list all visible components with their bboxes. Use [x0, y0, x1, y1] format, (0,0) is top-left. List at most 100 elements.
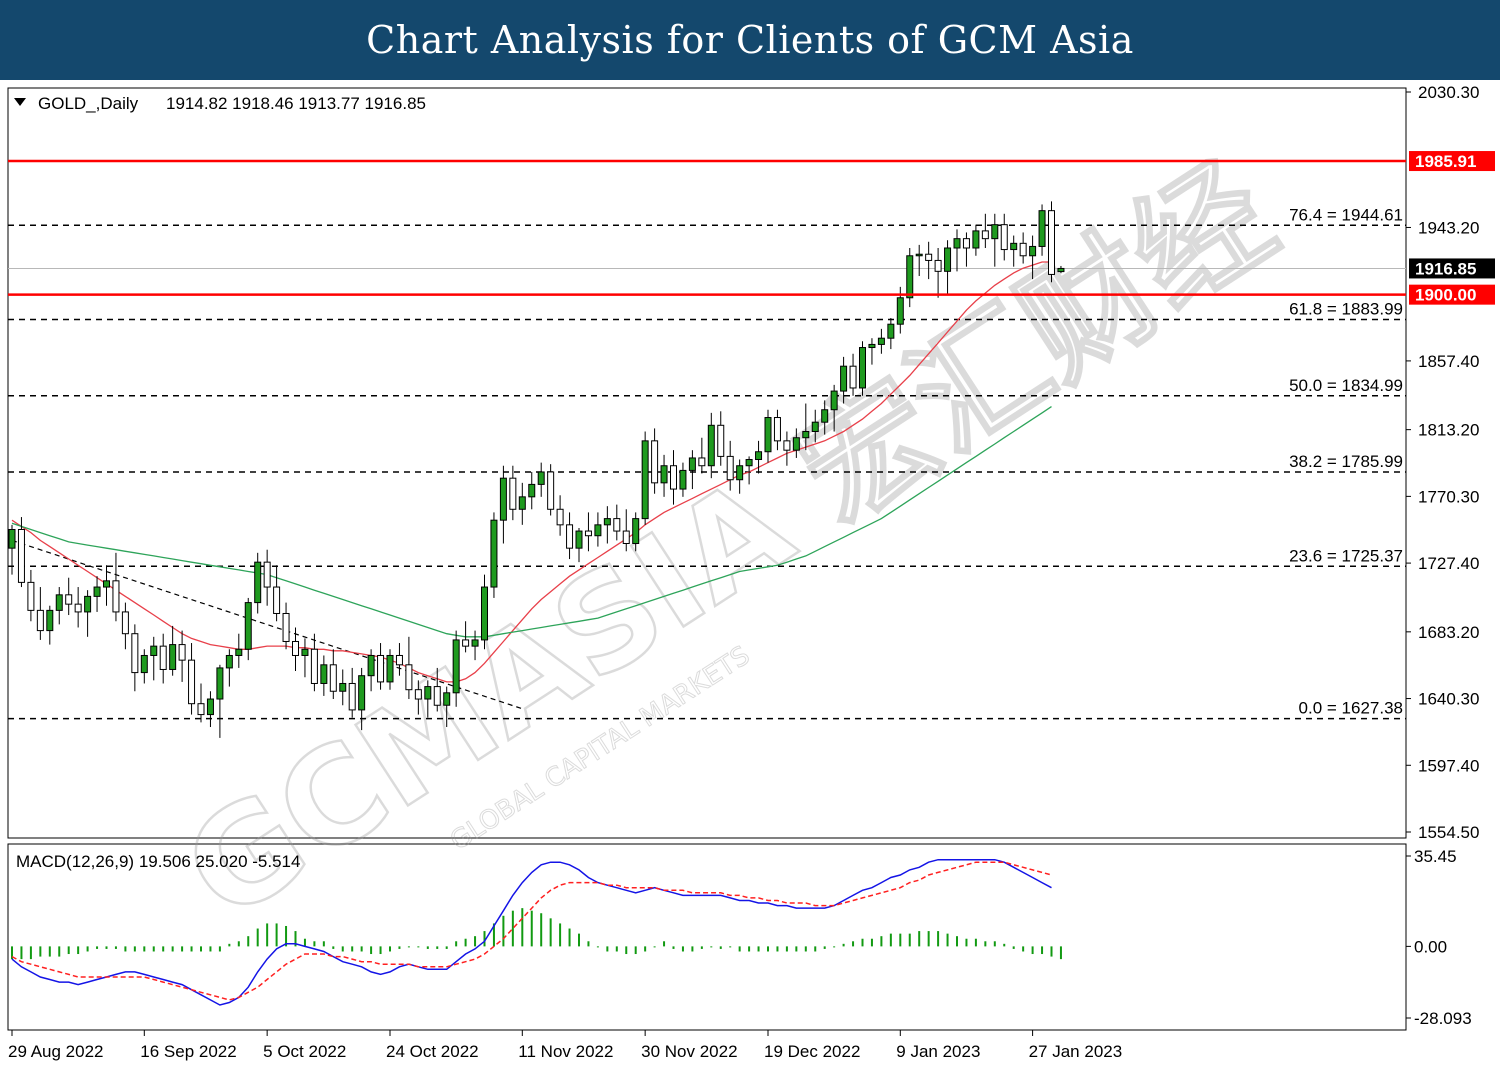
candle[interactable] [17, 517, 25, 588]
candle[interactable] [244, 597, 252, 661]
candle[interactable] [490, 512, 498, 598]
candle[interactable] [962, 232, 970, 267]
candle[interactable] [745, 456, 753, 485]
candle[interactable] [925, 241, 933, 280]
candle[interactable] [736, 459, 744, 494]
candle[interactable] [273, 565, 281, 622]
candle[interactable] [329, 649, 337, 700]
candle[interactable] [471, 630, 479, 661]
candle[interactable] [84, 590, 92, 637]
candle[interactable] [934, 247, 942, 298]
candle[interactable] [414, 680, 422, 715]
candle[interactable] [811, 409, 819, 443]
candle[interactable] [641, 431, 649, 525]
candle[interactable] [93, 576, 101, 612]
candle[interactable] [1019, 232, 1027, 264]
candle[interactable] [783, 431, 791, 466]
candle[interactable] [1029, 235, 1037, 280]
candle[interactable] [707, 412, 715, 479]
candle[interactable] [717, 411, 725, 466]
candle[interactable] [981, 213, 989, 248]
candle[interactable] [594, 512, 602, 547]
candle[interactable] [566, 512, 574, 560]
candle[interactable] [1010, 235, 1018, 267]
candle[interactable] [46, 605, 54, 645]
candle[interactable] [518, 482, 526, 525]
candle[interactable] [849, 353, 857, 396]
candle[interactable] [660, 454, 668, 497]
candle[interactable] [377, 643, 385, 690]
candle[interactable] [1048, 201, 1055, 283]
candle[interactable] [405, 636, 413, 700]
dropdown-triangle-icon[interactable] [14, 98, 26, 106]
candle[interactable] [584, 512, 592, 552]
candle[interactable] [499, 465, 507, 544]
candle[interactable] [840, 356, 848, 404]
candle[interactable] [103, 565, 110, 606]
candle[interactable] [575, 527, 583, 563]
candle[interactable] [972, 224, 980, 256]
candle[interactable] [424, 680, 432, 718]
candle[interactable] [868, 338, 876, 365]
candle[interactable] [953, 229, 961, 272]
candle[interactable] [140, 649, 148, 684]
candle[interactable] [27, 569, 35, 622]
candle[interactable] [556, 495, 564, 536]
candle[interactable] [348, 667, 356, 718]
candle[interactable] [254, 552, 262, 614]
candle[interactable] [821, 400, 829, 435]
candle[interactable] [386, 649, 394, 690]
candle[interactable] [339, 669, 347, 706]
candle[interactable] [509, 465, 517, 521]
candle[interactable] [159, 633, 167, 684]
candle[interactable] [537, 462, 545, 497]
candle[interactable] [877, 328, 885, 354]
candle[interactable] [462, 621, 470, 653]
candle[interactable] [773, 409, 781, 451]
candle[interactable] [1038, 204, 1046, 256]
candle[interactable] [802, 403, 810, 451]
candle[interactable] [1057, 265, 1065, 274]
candle[interactable] [395, 643, 403, 676]
candle[interactable] [301, 638, 309, 678]
candle[interactable] [726, 440, 734, 491]
candle[interactable] [150, 636, 158, 681]
candle[interactable] [320, 655, 328, 696]
candle[interactable] [292, 627, 299, 672]
candle[interactable] [679, 462, 687, 497]
candle[interactable] [906, 247, 914, 308]
candle[interactable] [178, 630, 186, 682]
candle[interactable] [8, 524, 16, 575]
candle[interactable] [216, 664, 224, 738]
candle[interactable] [74, 587, 82, 628]
candle[interactable] [433, 667, 441, 712]
candle[interactable] [688, 450, 696, 490]
candle[interactable] [698, 437, 706, 474]
candle[interactable] [991, 213, 999, 267]
candle[interactable] [1000, 213, 1008, 261]
candle[interactable] [121, 602, 129, 650]
candle[interactable] [651, 428, 659, 494]
candle[interactable] [887, 317, 895, 350]
candle[interactable] [632, 512, 640, 552]
candle[interactable] [235, 633, 243, 668]
candle[interactable] [481, 574, 488, 650]
candle[interactable] [282, 602, 290, 650]
candle[interactable] [65, 577, 73, 616]
candle[interactable] [613, 504, 621, 541]
candle[interactable] [859, 341, 866, 396]
candle[interactable] [622, 509, 630, 552]
candle[interactable] [367, 649, 375, 692]
candle[interactable] [131, 624, 139, 692]
candle[interactable] [169, 625, 177, 676]
candle[interactable] [112, 552, 120, 622]
candle[interactable] [915, 244, 923, 276]
candle[interactable] [188, 643, 196, 715]
candle[interactable] [206, 691, 214, 728]
candle[interactable] [452, 630, 460, 707]
candle[interactable] [764, 409, 772, 463]
candle[interactable] [263, 549, 271, 606]
candle[interactable] [36, 587, 44, 640]
candle[interactable] [528, 471, 536, 510]
